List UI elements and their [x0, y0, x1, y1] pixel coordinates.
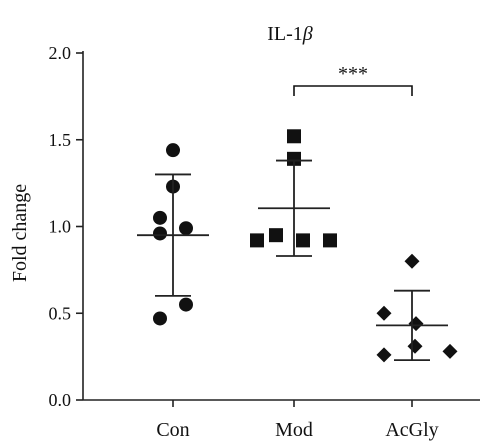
- chart-title: IL-1β: [267, 23, 313, 45]
- data-point-square: [287, 151, 301, 166]
- chart-title-text: IL-1: [267, 23, 303, 45]
- data-point-diamond: [442, 343, 458, 359]
- y-tick-label: 0.0: [49, 390, 72, 410]
- x-tick-label: AcGly: [385, 419, 438, 441]
- y-tick-label: 1.0: [49, 217, 72, 237]
- y-tick-label: 1.5: [49, 130, 72, 150]
- y-tick-label: 2.0: [49, 43, 72, 63]
- data-point-square: [296, 233, 310, 248]
- data-point-circle: [153, 210, 167, 225]
- significance-annotations: ***: [293, 63, 413, 96]
- significance-bracket: [293, 85, 413, 96]
- axes: 0.0 0.5 1.0 1.5 2.0 Con Mod AcGly: [49, 43, 480, 441]
- data-point-diamond: [408, 316, 424, 332]
- data-point-circle: [153, 226, 167, 241]
- data-point-circle: [166, 143, 180, 158]
- significance-label: ***: [338, 63, 368, 85]
- data-point-square: [269, 228, 283, 243]
- data-point-diamond: [407, 338, 423, 354]
- data-point-diamond: [404, 253, 420, 269]
- data-point-square: [250, 233, 264, 248]
- mean-sd-bars: [137, 159, 448, 361]
- data-point-square: [287, 129, 301, 144]
- data-point-diamond: [376, 347, 392, 363]
- data-point-square: [323, 233, 337, 248]
- data-point-circle: [179, 297, 193, 312]
- data-point-diamond: [376, 305, 392, 321]
- y-axis-label: Fold change: [9, 184, 31, 282]
- chart-title-beta: β: [302, 23, 313, 45]
- data-point-circle: [179, 221, 193, 236]
- data-point-circle: [153, 311, 167, 326]
- x-tick-label: Con: [156, 419, 189, 441]
- y-tick-label: 0.5: [49, 303, 72, 323]
- x-tick-label: Mod: [275, 419, 313, 441]
